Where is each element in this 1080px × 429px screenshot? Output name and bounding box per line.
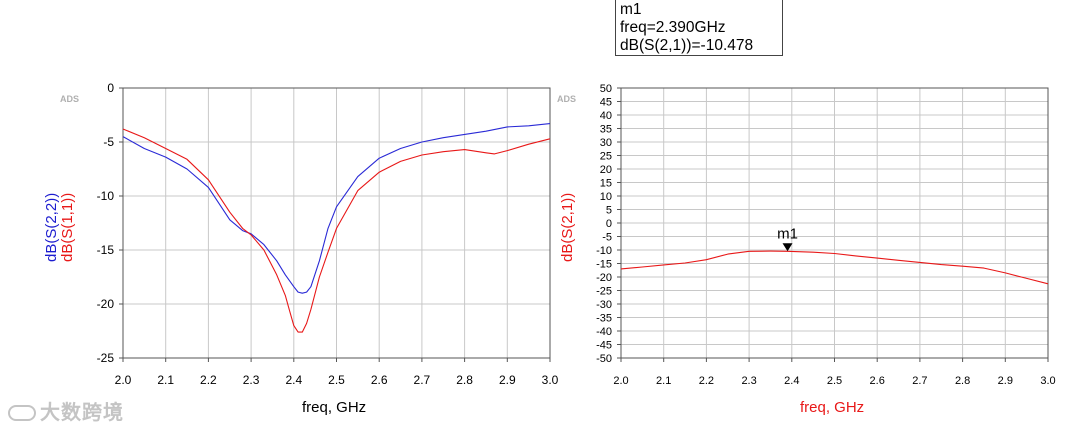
plot1-y-tick-label: -10	[97, 189, 115, 203]
watermark-text: 大数跨境	[40, 400, 124, 424]
plot1-x-tick-label: 3.0	[542, 373, 559, 387]
watermark: 大数跨境	[8, 396, 124, 425]
plot2-series-line	[620, 250, 1049, 285]
ads-logo-left: ADS	[60, 94, 80, 104]
y-axis-title-left: dB(S(2,2)) dB(S(1,1))	[43, 192, 76, 262]
plot2-y-tick-label: -45	[596, 340, 612, 352]
marker-readout-name: m1	[620, 1, 642, 18]
plot2-y-tick-label: 10	[600, 191, 612, 203]
plot2-y-tick-label: -30	[596, 299, 612, 311]
plot2-x-tick-label: 2.9	[998, 375, 1013, 387]
plot2-y-tick-label: 15	[600, 178, 612, 190]
plot2-x-tick-label: 2.7	[912, 375, 927, 387]
plot2-y-tick-label: -25	[596, 286, 612, 298]
x-axis-title-right: freq, GHz	[800, 399, 865, 416]
plot2-y-tick-label: 50	[600, 83, 612, 95]
x-axis-title-left: freq, GHz	[302, 399, 367, 416]
plot1-x-tick-label: 2.7	[414, 373, 431, 387]
y-axis-title-s11: dB(S(1,1))	[59, 192, 76, 262]
plot2-x-tick-label: 2.6	[870, 375, 885, 387]
plot1-x-tick-label: 2.0	[115, 373, 132, 387]
plot2-x-tick-label: 2.4	[784, 375, 799, 387]
plot2-x-tick-label: 2.8	[955, 375, 970, 387]
plot2-x-tick-label: 2.5	[827, 375, 842, 387]
plot1-x-tick-label: 2.8	[456, 373, 473, 387]
marker-readout-box: m1 freq=2.390GHz dB(S(2,1))=-10.478	[615, 0, 783, 56]
plot2-x-tick-label: 3.0	[1040, 375, 1055, 387]
plot1-y-tick-label: 0	[107, 81, 114, 95]
plot1-x-tick-label: 2.6	[371, 373, 388, 387]
plot2-x-tick-label: 2.1	[656, 375, 671, 387]
watermark-logo-icon	[8, 405, 36, 421]
plot1-x-tick-label: 2.3	[243, 373, 260, 387]
plot2-y-tick-label: 5	[606, 205, 612, 217]
plot2-y-tick-label: -50	[596, 353, 612, 365]
plot2-y-tick-label: 45	[600, 97, 612, 109]
plot1-x-tick-label: 2.4	[285, 373, 302, 387]
plot2-x-tick-label: 2.3	[741, 375, 756, 387]
plot1-series-line	[122, 128, 551, 333]
plot2-y-tick-label: -5	[602, 232, 612, 244]
marker-m1-label: m1	[777, 225, 798, 242]
plot1-y-tick-label: -5	[103, 135, 114, 149]
plot2-y-tick-label: 0	[606, 218, 612, 230]
plot1-y-tick-label: -15	[97, 243, 115, 257]
plot2-y-tick-label: -10	[596, 245, 612, 257]
plot2-x-tick-label: 2.2	[699, 375, 714, 387]
plot2-x-tick-label: 2.0	[613, 375, 628, 387]
marker-readout-value: dB(S(2,1))=-10.478	[620, 37, 754, 54]
plot2-y-tick-label: -20	[596, 272, 612, 284]
plot2-y-tick-label: -35	[596, 313, 612, 325]
plot1-x-tick-label: 2.1	[157, 373, 174, 387]
plot2-y-tick-label: 30	[600, 137, 612, 149]
y-axis-title-right: dB(S(2,1))	[559, 192, 576, 262]
plot2-y-tick-label: 20	[600, 164, 612, 176]
ads-logo-right: ADS	[557, 94, 577, 104]
marker-m1-triangle	[782, 243, 793, 252]
plot1-x-tick-label: 2.2	[200, 373, 217, 387]
plot2-y-tick-label: -15	[596, 259, 612, 271]
plot1-y-tick-label: -25	[97, 351, 115, 365]
marker-readout-freq: freq=2.390GHz	[620, 19, 726, 36]
plot2-y-tick-label: 35	[600, 124, 612, 136]
plot1-y-tick-label: -20	[97, 297, 115, 311]
plot1-x-tick-label: 2.5	[328, 373, 345, 387]
y-axis-title-s22: dB(S(2,2))	[43, 192, 60, 262]
y-axis-title-s21: dB(S(2,1))	[559, 192, 576, 262]
plot1-series-line	[122, 123, 551, 294]
plot1-x-tick-label: 2.9	[499, 373, 516, 387]
plot2-y-tick-label: 25	[600, 151, 612, 163]
plot2-y-tick-label: 40	[600, 110, 612, 122]
plot2-y-tick-label: -40	[596, 326, 612, 338]
